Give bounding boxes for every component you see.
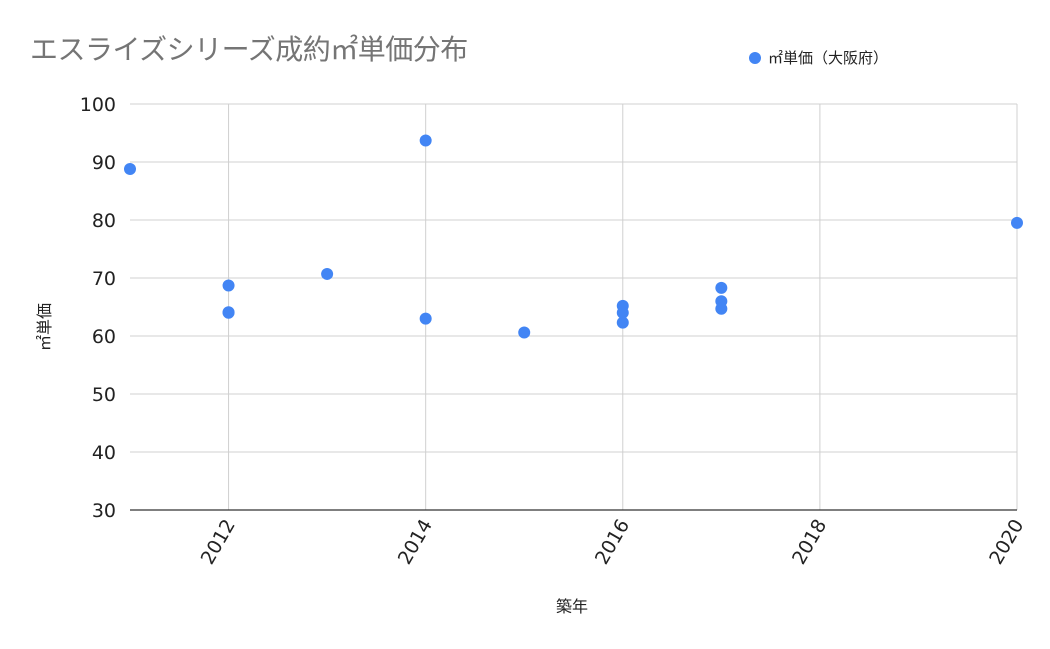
data-point bbox=[715, 302, 728, 315]
grid bbox=[130, 103, 1018, 511]
x-axis-ticks: 2012 2014 2016 2018 2020 bbox=[197, 516, 1029, 569]
data-point bbox=[124, 162, 136, 175]
data-points bbox=[124, 134, 1023, 339]
data-point bbox=[222, 279, 235, 292]
data-point bbox=[616, 306, 629, 319]
x-tick-label: 2020 bbox=[985, 516, 1028, 569]
data-point bbox=[518, 326, 531, 339]
y-tick-label: 70 bbox=[92, 268, 116, 290]
y-tick-label: 60 bbox=[92, 326, 116, 348]
legend: ㎡単価（大阪府） bbox=[749, 49, 888, 67]
data-point bbox=[419, 312, 432, 325]
y-tick-label: 50 bbox=[92, 384, 116, 406]
data-point bbox=[1011, 216, 1023, 229]
x-tick-label: 2012 bbox=[197, 516, 240, 569]
x-tick-label: 2018 bbox=[788, 516, 831, 569]
legend-marker bbox=[749, 52, 761, 64]
data-point bbox=[419, 134, 432, 147]
y-tick-label: 80 bbox=[92, 210, 116, 232]
data-point bbox=[321, 267, 334, 280]
y-tick-label: 90 bbox=[92, 152, 116, 174]
y-tick-label: 30 bbox=[92, 500, 116, 522]
y-tick-label: 40 bbox=[92, 442, 116, 464]
chart-title: エスライズシリーズ成約㎡単価分布 bbox=[30, 33, 468, 66]
data-point bbox=[715, 281, 728, 294]
data-point bbox=[616, 316, 629, 329]
x-axis-label: 築年 bbox=[556, 597, 588, 616]
y-axis-ticks: 30 40 50 60 70 80 90 100 bbox=[80, 94, 116, 522]
legend-label: ㎡単価（大阪府） bbox=[768, 49, 888, 67]
y-axis-label: ㎡単価 bbox=[35, 303, 54, 351]
x-tick-label: 2016 bbox=[591, 516, 634, 569]
y-tick-label: 100 bbox=[80, 94, 116, 116]
x-tick-label: 2014 bbox=[394, 516, 437, 569]
data-point bbox=[222, 306, 235, 319]
